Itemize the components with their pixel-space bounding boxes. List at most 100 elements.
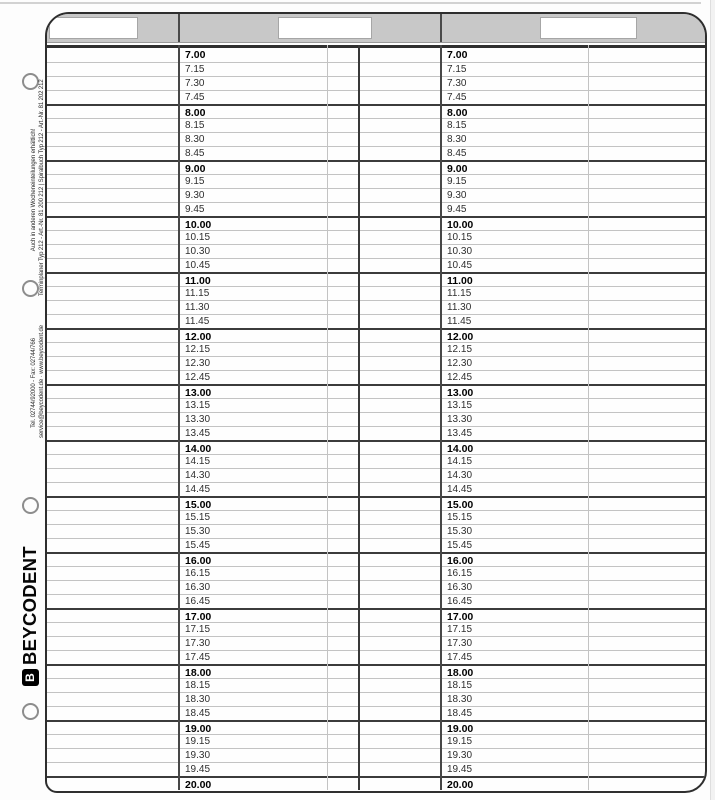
time-cell-left: 7.45 — [185, 92, 205, 103]
time-row: 9.45 9.45 — [47, 202, 705, 216]
tab-band-divider — [178, 14, 180, 42]
time-row: 10.15 10.15 — [47, 230, 705, 244]
time-row: 13.00 13.00 — [47, 384, 705, 399]
time-row: 16.30 16.30 — [47, 580, 705, 594]
time-cell-right: 19.00 — [447, 723, 474, 735]
planner-page-frame: 7.00 7.00 7.15 7.15 7.30 7.30 7.45 7.45 8.00 8.00… — [45, 12, 707, 793]
time-cell-left: 10.15 — [185, 232, 211, 243]
time-cell-right: 18.00 — [447, 667, 474, 679]
time-row: 17.45 17.45 — [47, 650, 705, 664]
time-cell-left: 11.30 — [185, 302, 210, 313]
time-cell-left: 10.00 — [185, 219, 212, 231]
time-cell-left: 15.15 — [185, 512, 211, 523]
time-row: 7.15 7.15 — [47, 62, 705, 76]
time-row: 7.45 7.45 — [47, 90, 705, 104]
time-row: 19.15 19.15 — [47, 734, 705, 748]
time-row: 7.30 7.30 — [47, 76, 705, 90]
time-cell-right: 17.45 — [447, 652, 473, 663]
time-row: 16.00 16.00 — [47, 552, 705, 567]
time-cell-left: 13.30 — [185, 414, 211, 425]
sheet-right-edge-shadow — [710, 0, 715, 800]
tab-label-window-2 — [278, 17, 372, 39]
time-row: 18.00 18.00 — [47, 664, 705, 679]
time-row: 14.30 14.30 — [47, 468, 705, 482]
time-row: 8.30 8.30 — [47, 132, 705, 146]
time-cell-left: 8.00 — [185, 107, 206, 119]
time-column-line-left — [178, 45, 180, 790]
time-cell-left: 20.00 — [185, 779, 212, 791]
time-row: 20.00 20.00 — [47, 776, 705, 791]
time-cell-right: 12.45 — [447, 372, 473, 383]
time-row: 8.00 8.00 — [47, 104, 705, 119]
time-row: 13.30 13.30 — [47, 412, 705, 426]
time-cell-right: 9.30 — [447, 190, 467, 201]
time-cell-left: 18.15 — [185, 680, 211, 691]
time-cell-left: 17.30 — [185, 638, 211, 649]
punch-hole — [22, 280, 39, 297]
time-row: 9.30 9.30 — [47, 188, 705, 202]
time-cell-right: 7.15 — [447, 64, 467, 75]
time-row: 19.00 19.00 — [47, 720, 705, 735]
time-cell-left: 18.45 — [185, 708, 211, 719]
time-row: 11.00 11.00 — [47, 272, 705, 287]
tab-label-window-1 — [49, 17, 138, 39]
time-cell-right: 18.15 — [447, 680, 473, 691]
time-cell-left: 12.45 — [185, 372, 211, 383]
time-row: 8.15 8.15 — [47, 118, 705, 132]
time-cell-left: 8.30 — [185, 134, 205, 145]
time-cell-left: 12.30 — [185, 358, 211, 369]
time-row: 15.45 15.45 — [47, 538, 705, 552]
time-cell-right: 15.45 — [447, 540, 473, 551]
time-cell-right: 16.15 — [447, 568, 473, 579]
margin-note-product-info: Auch in anderen Wocheneinteilungen erhäl… — [30, 79, 46, 296]
time-cell-left: 11.00 — [185, 275, 211, 287]
time-row: 8.45 8.45 — [47, 146, 705, 160]
time-cell-right: 7.45 — [447, 92, 467, 103]
time-row: 15.30 15.30 — [47, 524, 705, 538]
time-cell-left: 15.00 — [185, 499, 212, 511]
time-row: 16.45 16.45 — [47, 594, 705, 608]
time-cell-right: 13.00 — [447, 387, 474, 399]
time-cell-left: 14.30 — [185, 470, 211, 481]
punch-hole — [22, 703, 39, 720]
time-cell-right: 14.30 — [447, 470, 473, 481]
time-cell-right: 11.30 — [447, 302, 472, 313]
time-row: 17.30 17.30 — [47, 636, 705, 650]
time-cell-left: 12.00 — [185, 331, 212, 343]
time-row: 10.00 10.00 — [47, 216, 705, 231]
time-row: 10.45 10.45 — [47, 258, 705, 272]
brand-logo-icon: B — [21, 669, 39, 686]
time-cell-right: 20.00 — [447, 779, 474, 791]
time-cell-right: 14.45 — [447, 484, 473, 495]
time-cell-right: 19.15 — [447, 736, 473, 747]
time-cell-right: 7.30 — [447, 78, 467, 89]
time-cell-left: 18.00 — [185, 667, 212, 679]
time-cell-left: 19.30 — [185, 750, 211, 761]
margin-note-contact: Tel. 02744/92000 - Fax: 02744/766 servic… — [30, 325, 46, 438]
tab-band — [47, 14, 705, 43]
time-cell-left: 8.15 — [185, 120, 205, 131]
time-row: 13.45 13.45 — [47, 426, 705, 440]
time-cell-right: 7.00 — [447, 49, 468, 61]
time-row: 10.30 10.30 — [47, 244, 705, 258]
time-row: 9.15 9.15 — [47, 174, 705, 188]
time-row: 16.15 16.15 — [47, 566, 705, 580]
time-cell-right: 8.00 — [447, 107, 468, 119]
tab-band-divider — [440, 14, 442, 42]
time-row: 15.15 15.15 — [47, 510, 705, 524]
time-cell-left: 15.45 — [185, 540, 211, 551]
time-row: 7.00 7.00 — [47, 48, 705, 62]
time-cell-right: 16.45 — [447, 596, 473, 607]
time-cell-right: 13.30 — [447, 414, 473, 425]
time-cell-left: 11.45 — [185, 316, 210, 327]
time-cell-left: 9.30 — [185, 190, 205, 201]
time-cell-right: 17.30 — [447, 638, 473, 649]
time-cell-left: 16.45 — [185, 596, 211, 607]
margin-note-phone: Tel. 02744/92000 - Fax: 02744/766 — [31, 338, 37, 428]
time-cell-left: 13.15 — [185, 400, 211, 411]
time-cell-right: 13.45 — [447, 428, 473, 439]
time-cell-right: 19.30 — [447, 750, 473, 761]
time-cell-right: 10.45 — [447, 260, 473, 271]
time-cell-left: 11.15 — [185, 288, 210, 299]
time-row: 18.15 18.15 — [47, 678, 705, 692]
